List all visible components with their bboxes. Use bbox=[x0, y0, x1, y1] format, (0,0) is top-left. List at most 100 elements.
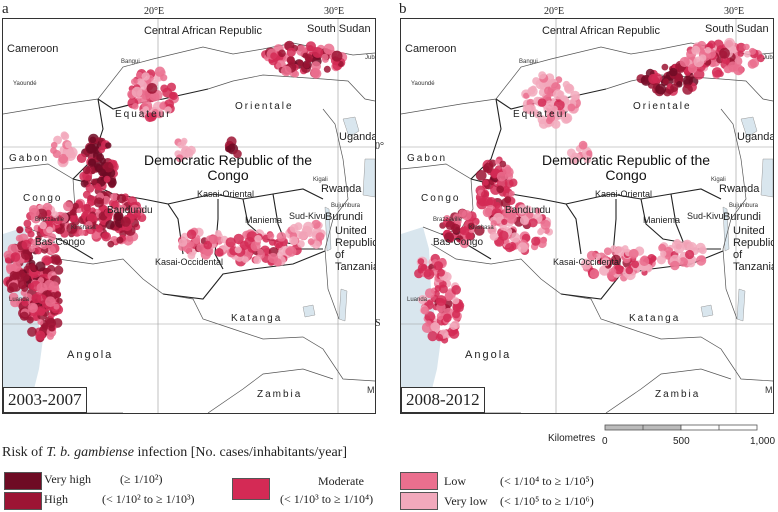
risk-dot bbox=[27, 326, 37, 337]
risk-dot bbox=[96, 153, 105, 162]
panel-a-lat-0: 0° bbox=[375, 141, 384, 152]
panel-b-lon-20: 20°E bbox=[544, 6, 565, 17]
risk-dot bbox=[40, 241, 49, 250]
risk-dot bbox=[719, 47, 730, 59]
risk-dot bbox=[420, 306, 430, 315]
risk-dot bbox=[321, 53, 329, 61]
risk-dot bbox=[670, 83, 679, 92]
label-drc: Democratic Republic of the Congo bbox=[541, 152, 711, 183]
risk-dot bbox=[278, 49, 286, 58]
risk-dot bbox=[86, 213, 97, 223]
risk-dot bbox=[729, 46, 737, 53]
risk-dot bbox=[552, 89, 564, 100]
risk-dot bbox=[160, 74, 168, 82]
risk-dot bbox=[267, 232, 275, 240]
risk-dot bbox=[545, 100, 554, 109]
risk-dot bbox=[305, 56, 312, 63]
risk-dot bbox=[203, 240, 213, 250]
risk-dot bbox=[306, 231, 313, 238]
risk-dot bbox=[76, 153, 87, 163]
risk-dot bbox=[452, 304, 461, 313]
risk-dot bbox=[527, 86, 538, 97]
legend-range-high: (< 1/10² to ≥ 1/10³) bbox=[102, 492, 195, 506]
label-central-african-republic: Central African Republic bbox=[143, 25, 262, 37]
risk-dot bbox=[433, 261, 444, 271]
label-sud-kivu: Sud-Kivu bbox=[289, 211, 326, 221]
panel-b-letter: b bbox=[399, 1, 407, 17]
risk-dot bbox=[532, 77, 540, 85]
label-angola: Angola bbox=[67, 349, 114, 361]
label-cameroon: Cameroon bbox=[405, 43, 457, 55]
risk-dot bbox=[578, 140, 588, 150]
risk-dot bbox=[116, 236, 124, 244]
risk-dot bbox=[443, 232, 455, 243]
risk-dot bbox=[289, 236, 299, 246]
risk-dot bbox=[704, 47, 712, 54]
risk-dot bbox=[504, 196, 512, 204]
label-zambia: Zambia bbox=[257, 389, 303, 400]
risk-dot bbox=[164, 106, 172, 114]
risk-dot bbox=[55, 227, 62, 234]
risk-dot bbox=[586, 150, 593, 157]
risk-dot bbox=[16, 226, 24, 234]
risk-dot bbox=[105, 142, 112, 149]
label-brazzaville: Brazzaville bbox=[35, 217, 65, 223]
risk-dot bbox=[39, 221, 47, 230]
risk-dot bbox=[303, 221, 314, 233]
risk-dot bbox=[435, 333, 444, 342]
risk-dot bbox=[442, 313, 452, 323]
map-panel-b: Cameroon Yaoundé Central African Republi… bbox=[400, 18, 774, 414]
risk-dot bbox=[37, 319, 44, 325]
risk-dot bbox=[116, 193, 127, 204]
atlantic-ocean bbox=[401, 227, 441, 413]
label-south-sudan: South Sudan bbox=[705, 23, 769, 35]
risk-dot bbox=[679, 56, 690, 68]
risk-dot bbox=[27, 230, 35, 238]
risk-dot bbox=[421, 296, 428, 303]
risk-dot bbox=[110, 192, 118, 201]
label-brazzaville: Brazzaville bbox=[433, 217, 463, 223]
risk-dot bbox=[133, 209, 141, 217]
label-kinshasa: Kinshasa bbox=[469, 225, 494, 231]
risk-dot bbox=[756, 54, 765, 63]
risk-dot bbox=[452, 213, 462, 223]
risk-dot bbox=[459, 238, 470, 249]
risk-dot bbox=[625, 266, 634, 275]
label-kasai-occidental: Kasai-Occidental bbox=[155, 257, 224, 267]
risk-dot bbox=[528, 218, 538, 228]
label-rwanda: Rwanda bbox=[719, 183, 760, 195]
label-equateur: Equateur bbox=[115, 109, 172, 120]
label-juba: Juba bbox=[365, 55, 375, 61]
risk-dot bbox=[187, 251, 196, 260]
risk-dots bbox=[3, 40, 348, 343]
label-sud-kivu: Sud-Kivu bbox=[687, 211, 724, 221]
risk-dot bbox=[417, 258, 425, 265]
risk-dot bbox=[37, 277, 45, 284]
risk-dot bbox=[509, 232, 521, 243]
legend-swatch-high bbox=[4, 492, 42, 510]
risk-dot bbox=[250, 241, 261, 252]
risk-dot bbox=[98, 168, 106, 177]
label-tanzania: United Republic of Tanzania bbox=[335, 225, 376, 273]
label-bandundu: Bandundu bbox=[107, 205, 153, 216]
risk-dot bbox=[506, 210, 516, 220]
label-orientale: Orientale bbox=[633, 101, 692, 112]
risk-dot bbox=[150, 113, 157, 120]
legend-swatch-very-low bbox=[400, 492, 438, 510]
risk-dot bbox=[526, 211, 534, 219]
risk-dot bbox=[748, 47, 756, 56]
risk-dot bbox=[233, 233, 244, 245]
label-kasai-oriental: Kasai-Oriental bbox=[197, 189, 255, 199]
legend-title-species: T. b. gambiense bbox=[46, 445, 134, 460]
risk-dot bbox=[437, 268, 445, 277]
risk-dot bbox=[90, 178, 98, 186]
risk-dot bbox=[424, 288, 435, 299]
risk-dot bbox=[276, 232, 287, 242]
risk-dot bbox=[103, 175, 111, 183]
risk-dot bbox=[661, 63, 669, 71]
risk-dot bbox=[508, 190, 515, 197]
risk-dot bbox=[68, 215, 76, 223]
label-gabon: Gabon bbox=[9, 153, 50, 164]
risk-dot bbox=[200, 249, 211, 260]
legend-swatch-low bbox=[400, 472, 438, 490]
